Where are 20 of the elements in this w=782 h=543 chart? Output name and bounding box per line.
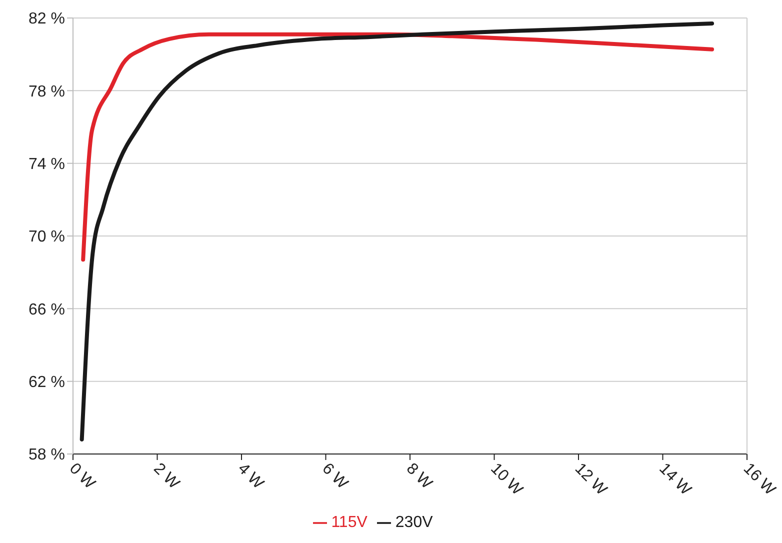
x-tick-label: 12 W xyxy=(571,460,610,500)
x-tick-label: 8 W xyxy=(402,460,436,493)
x-tick-label: 10 W xyxy=(487,460,526,500)
x-tick-label: 4 W xyxy=(234,460,268,493)
y-tick-label: 62 % xyxy=(28,374,65,392)
x-tick-label: 14 W xyxy=(656,460,695,500)
legend-label: 230V xyxy=(395,514,433,531)
x-tick-label: 0 W xyxy=(66,460,99,493)
y-tick-label: 82 % xyxy=(28,10,65,28)
y-tick-label: 58 % xyxy=(28,446,65,464)
x-tick-label: 16 W xyxy=(740,460,779,500)
line-series xyxy=(80,21,714,442)
x-tick-label: 2 W xyxy=(150,460,183,493)
y-tick-label: 66 % xyxy=(28,301,65,318)
y-tick-label: 70 % xyxy=(28,228,65,246)
y-tick-label: 74 % xyxy=(28,156,65,174)
line-series xyxy=(81,32,714,262)
y-tick-label: 78 % xyxy=(28,83,65,100)
legend-label: 115V xyxy=(331,514,368,531)
x-tick-label: 6 W xyxy=(318,460,352,493)
